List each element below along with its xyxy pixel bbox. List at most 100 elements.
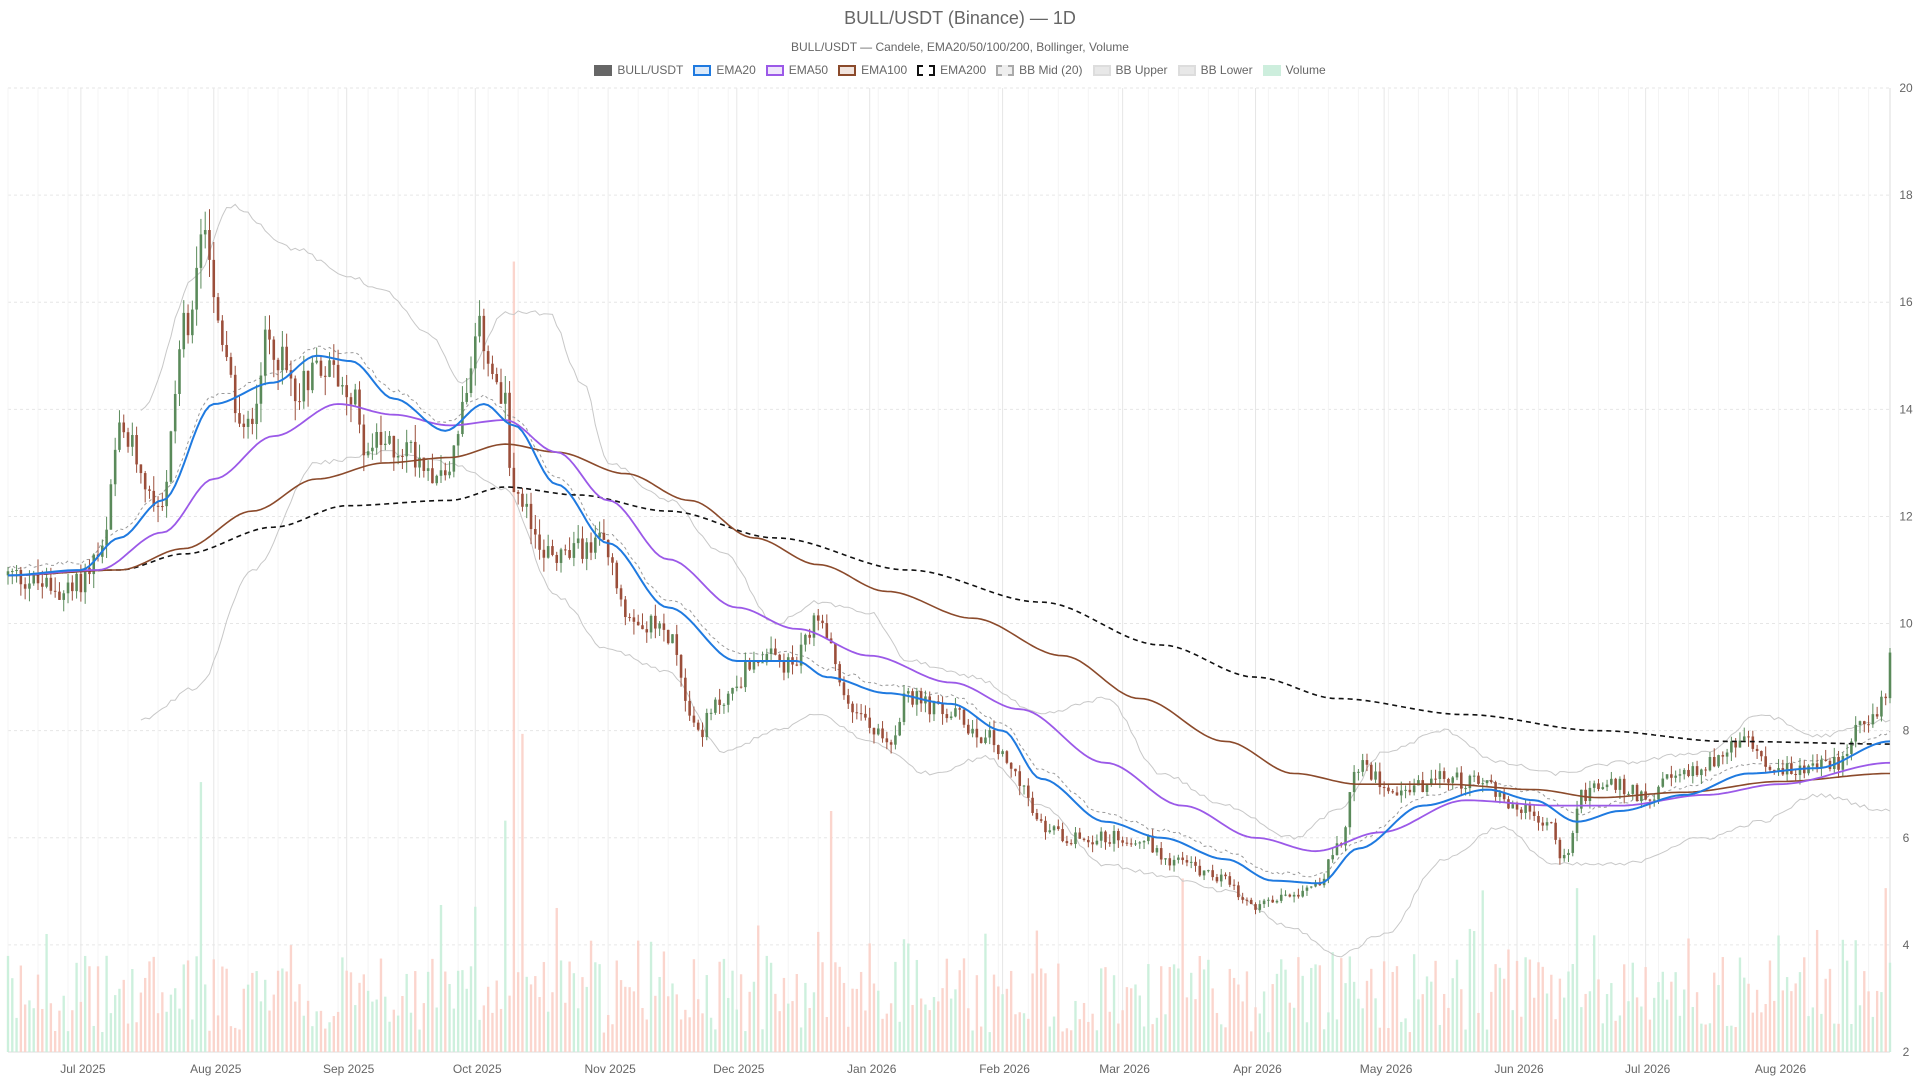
candle-body (1207, 870, 1210, 872)
candle-body (546, 546, 550, 558)
candle-body (83, 567, 87, 593)
candle-body (1580, 789, 1583, 809)
volume-bar (1224, 1027, 1227, 1052)
volume-bar (1635, 997, 1639, 1052)
y-tick-label: 8 (1903, 724, 1910, 738)
candle-body (988, 730, 992, 738)
candle-body (178, 349, 181, 394)
candle-body (1305, 887, 1309, 891)
candle-body (173, 393, 177, 432)
candle-body (825, 623, 829, 639)
candle-body (1031, 797, 1034, 814)
candle-body (1421, 780, 1425, 793)
volume-bar (1039, 968, 1043, 1052)
volume-bar (688, 1017, 691, 1052)
volume-bar (1794, 983, 1797, 1052)
y-tick-label: 2 (1903, 1045, 1910, 1059)
candle-body (465, 392, 468, 402)
legend-label: BB Lower (1200, 63, 1253, 77)
candle-body (302, 370, 306, 402)
candle-body (726, 693, 730, 705)
legend-item[interactable]: EMA100 (838, 63, 907, 77)
candle-body (126, 432, 130, 447)
candle-body (362, 424, 366, 456)
volume-bar (285, 971, 288, 1052)
candle-body (619, 588, 623, 600)
candle-body (615, 562, 619, 589)
candle-body (1164, 858, 1167, 860)
candle-body (1888, 652, 1892, 699)
volume-bar (1610, 983, 1613, 1052)
candle-body (572, 543, 576, 558)
volume-bar (1807, 1016, 1810, 1052)
volume-bar (1434, 960, 1437, 1052)
legend-item[interactable]: BB Lower (1177, 63, 1253, 77)
x-tick-label: May 2026 (1360, 1062, 1413, 1076)
volume-bar (722, 958, 726, 1052)
volume-bar (62, 995, 65, 1052)
candle-body (1541, 822, 1545, 826)
legend-swatch (1262, 64, 1281, 76)
candle-body (1241, 897, 1244, 900)
volume-bar (1803, 957, 1806, 1052)
candle-body (666, 629, 670, 644)
candle-body (769, 648, 773, 654)
candle-body (1395, 792, 1399, 796)
volume-bar (375, 999, 378, 1052)
legend-item[interactable]: EMA200 (917, 63, 986, 77)
legend-item[interactable]: Volume (1262, 63, 1326, 77)
legend-item[interactable]: BB Upper (1092, 63, 1168, 77)
volume-bar (662, 951, 666, 1052)
volume-bar (1588, 991, 1592, 1052)
volume-bar (259, 1001, 263, 1052)
candle-body (422, 457, 426, 471)
candle-body (1284, 894, 1287, 896)
volume-bar (11, 978, 14, 1052)
volume-bar (234, 1027, 237, 1052)
candle-body (118, 422, 121, 450)
volume-bar (971, 1030, 974, 1052)
candle-body (881, 728, 884, 739)
candle-body (782, 660, 786, 673)
volume-bar (1044, 973, 1047, 1052)
x-tick-label: Aug 2026 (1755, 1062, 1807, 1076)
candle-body (1588, 787, 1592, 802)
volume-bar (1738, 957, 1742, 1052)
candle-body (1661, 778, 1665, 787)
volume-bar (585, 986, 588, 1052)
candle-body (551, 546, 554, 555)
volume-bar (1875, 990, 1879, 1052)
volume-bar (1867, 991, 1870, 1052)
volume-bar (482, 1005, 486, 1052)
candle-body (383, 443, 387, 445)
volume-bar (718, 961, 721, 1052)
candle-body (238, 413, 241, 424)
volume-bar (529, 984, 533, 1052)
candle-body (859, 713, 863, 715)
candle-body (1052, 826, 1056, 831)
candle-body (504, 392, 507, 404)
candle-body (1172, 859, 1176, 866)
volume-bar (1854, 940, 1857, 1052)
candle-body (1249, 899, 1253, 905)
volume-bar (1455, 959, 1459, 1052)
candle-body (328, 360, 331, 377)
volume-bar (1275, 973, 1279, 1052)
candle-body (1198, 865, 1202, 876)
legend-item[interactable]: EMA20 (693, 63, 756, 77)
volume-bar (1880, 992, 1883, 1052)
legend-item[interactable]: EMA50 (765, 63, 828, 77)
x-tick-label: Sep 2025 (323, 1062, 375, 1076)
volume-bar (1254, 1007, 1257, 1052)
candle-body (456, 434, 460, 446)
candle-body (1451, 777, 1455, 783)
candle-body (1001, 751, 1004, 755)
candle-body (272, 339, 276, 360)
legend-item[interactable]: BULL/USDT (594, 63, 683, 77)
volume-bar (45, 933, 48, 1052)
candle-body (1794, 773, 1797, 775)
candle-body (632, 617, 636, 622)
legend-swatch (693, 64, 712, 76)
candle-body (11, 571, 14, 573)
legend-item[interactable]: BB Mid (20) (996, 63, 1083, 77)
